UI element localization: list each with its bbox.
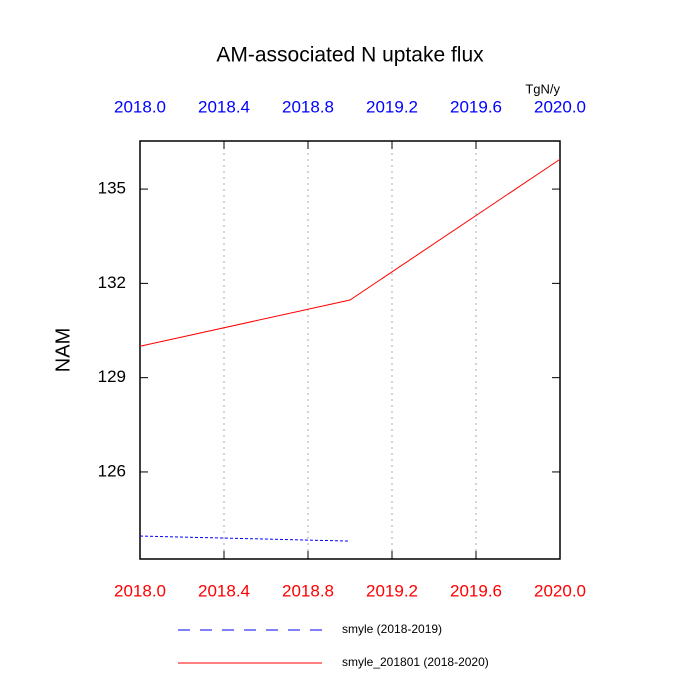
series-line [139, 535, 351, 542]
y-axis-label: NAM [52, 328, 74, 372]
x-top-tick-label: 2018.0 [114, 97, 166, 116]
x-tick-label: 2019.6 [450, 581, 502, 600]
units-label: TgN/y [525, 81, 560, 96]
x-top-tick-label: 2019.2 [366, 97, 418, 116]
y-tick-label: 135 [98, 179, 126, 198]
x-tick-label: 2019.2 [366, 581, 418, 600]
chart-title: AM-associated N uptake flux [216, 44, 484, 67]
x-tick-label: 2018.0 [114, 581, 166, 600]
y-tick-label: 126 [98, 461, 126, 480]
legend-label: smyle_201801 (2018-2020) [342, 655, 489, 669]
x-tick-label: 2018.8 [282, 581, 334, 600]
x-top-tick-label: 2018.8 [282, 97, 334, 116]
series-line [139, 158, 561, 347]
x-tick-label: 2018.4 [198, 581, 250, 600]
legend-label: smyle (2018-2019) [342, 622, 442, 636]
plot-frame [139, 140, 561, 560]
y-tick-label: 132 [98, 273, 126, 292]
x-tick-label: 2020.0 [534, 581, 586, 600]
x-top-tick-label: 2019.6 [450, 97, 502, 116]
x-top-tick-label: 2020.0 [534, 97, 586, 116]
y-tick-label: 129 [98, 367, 126, 386]
x-top-tick-label: 2018.4 [198, 97, 250, 116]
